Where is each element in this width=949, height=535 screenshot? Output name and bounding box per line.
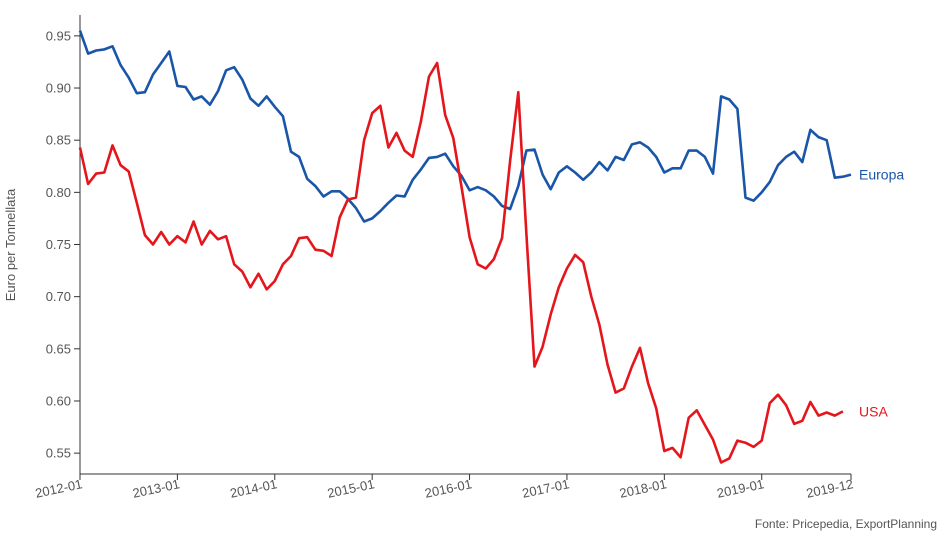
series-line-usa	[78, 61, 844, 464]
series-label-usa: USA	[859, 403, 888, 419]
y-tick-label: 0.60	[46, 393, 71, 408]
series-labels: Europa USA	[859, 167, 904, 420]
x-tick-label: 2014-01	[229, 476, 279, 501]
y-tick-label: 0.75	[46, 237, 71, 252]
x-axis: 2012-01 2013-01 2014-01 2015-01 2016-01 2017-…	[34, 474, 855, 501]
source-note: Fonte: Pricepedia, ExportPlanning	[755, 517, 937, 531]
series-lines	[78, 30, 852, 464]
x-tick-label: 2015-01	[326, 476, 376, 501]
y-tick-label: 0.95	[46, 28, 71, 43]
y-tick-label: 0.65	[46, 341, 71, 356]
series-label-europa: Europa	[859, 167, 904, 183]
y-tick-label: 0.90	[46, 81, 71, 96]
x-tick-label: 2019-12	[805, 476, 855, 501]
x-tick-label: 2012-01	[34, 476, 84, 501]
y-axis-title: Euro per Tonnellata	[3, 188, 18, 301]
y-tick-label: 0.80	[46, 185, 71, 200]
series-line-europa	[78, 30, 852, 223]
y-tick-label: 0.70	[46, 289, 71, 304]
y-tick-label: 0.55	[46, 446, 71, 461]
x-tick-label: 2018-01	[618, 476, 668, 501]
y-axis: 0.55 0.60 0.65 0.70 0.75 0.80 0.85 0.90 0.95	[46, 28, 80, 461]
x-tick-label: 2019-01	[716, 476, 766, 501]
x-tick-label: 2016-01	[423, 476, 473, 501]
x-tick-label: 2013-01	[131, 476, 181, 501]
x-tick-label: 2017-01	[521, 476, 571, 501]
y-tick-label: 0.85	[46, 133, 71, 148]
